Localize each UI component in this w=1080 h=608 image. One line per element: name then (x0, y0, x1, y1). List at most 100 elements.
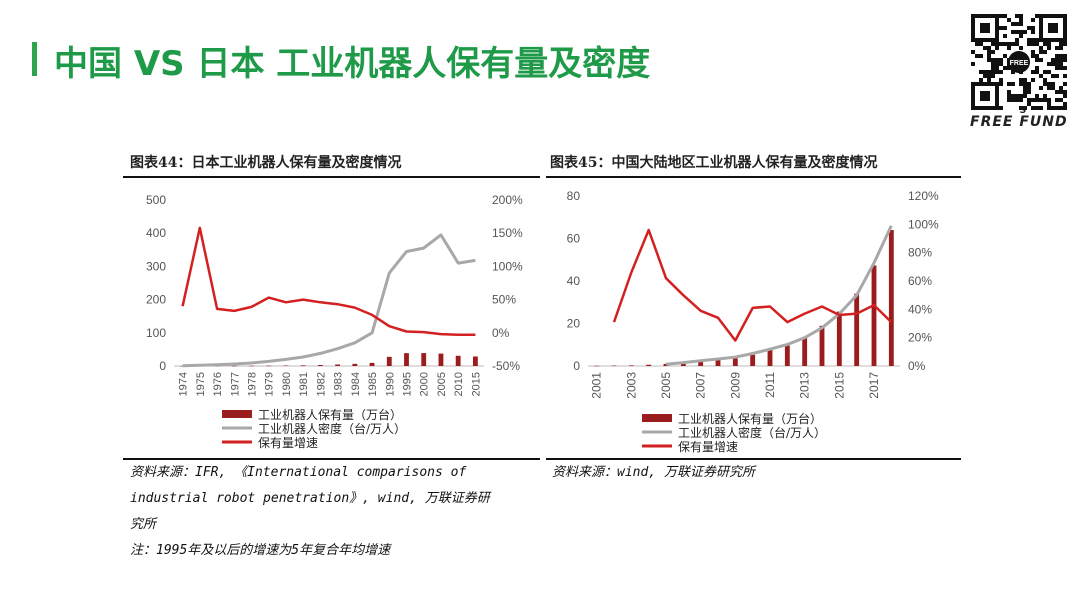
qr-module (987, 50, 991, 54)
qr-module (1035, 38, 1039, 42)
qr-module (971, 50, 975, 54)
qr-module (1027, 98, 1031, 102)
qr-module (995, 46, 999, 50)
legend-swatch-bar (642, 414, 672, 422)
qr-module (1015, 38, 1019, 42)
qr-module (1027, 82, 1031, 86)
qr-module (1059, 86, 1063, 90)
qr-module (987, 54, 991, 58)
qr-module (1027, 90, 1031, 94)
qr-module (999, 62, 1003, 66)
x-tick-label: 1976 (212, 372, 224, 396)
qr-module (1023, 106, 1027, 110)
bar (698, 361, 704, 366)
y-left-tick-label: 20 (567, 317, 581, 331)
qr-module (1055, 90, 1059, 94)
bar (854, 293, 860, 366)
x-tick-label: 2013 (798, 372, 812, 399)
qr-module (991, 66, 995, 70)
qr-module (1031, 54, 1035, 58)
qr-module (1047, 46, 1051, 50)
qr-code-icon: FREE (971, 14, 1067, 110)
legend-label: 保有量增速 (258, 436, 318, 450)
bar (404, 353, 409, 366)
qr-module (1023, 82, 1027, 86)
bar (283, 365, 289, 367)
x-tick-label: 1974 (178, 372, 190, 396)
bar (335, 364, 341, 366)
qr-module (1019, 78, 1023, 82)
qr-module (1015, 30, 1019, 34)
qr-module (1055, 74, 1059, 78)
qr-module (1019, 94, 1023, 98)
qr-module (1055, 66, 1059, 70)
bar (438, 353, 444, 366)
footnote: 注：1995年及以后的增速为5年复合年均增速 (130, 543, 391, 558)
bar (628, 365, 634, 366)
qr-module (1051, 86, 1055, 90)
x-tick-label: 2003 (624, 372, 638, 399)
qr-module (987, 74, 991, 78)
qr-module (991, 74, 995, 78)
qr-finder-core (1048, 23, 1058, 33)
qr-module (987, 46, 991, 50)
y-left-tick-label: 40 (567, 274, 581, 288)
bar (819, 325, 825, 366)
qr-module (1023, 86, 1027, 90)
qr-module (1055, 58, 1059, 62)
bar (249, 365, 254, 367)
title-accent-bar (32, 42, 37, 76)
qr-module (1003, 42, 1007, 46)
qr-module (1051, 62, 1055, 66)
qr-module (1027, 102, 1031, 106)
x-tick-label: 1983 (333, 372, 345, 396)
y-right-tick-label: 150% (492, 226, 523, 240)
figure-44-bottom-rule (123, 458, 540, 460)
qr-module (1039, 86, 1043, 90)
qr-module (1015, 94, 1019, 98)
x-tick-label: 2011 (763, 372, 777, 398)
qr-module (1063, 42, 1067, 46)
y-right-tick-label: 100% (492, 259, 523, 273)
figure-44-title: 图表44：日本工业机器人保有量及密度情况 (130, 155, 402, 171)
bar (611, 365, 617, 367)
qr-module (1027, 38, 1031, 42)
qr-module (1027, 42, 1031, 46)
x-tick-label: 1995 (402, 372, 414, 396)
bar (352, 363, 358, 366)
qr-module (1007, 42, 1011, 46)
qr-module (983, 46, 987, 50)
qr-module (1007, 18, 1011, 22)
qr-module (987, 70, 991, 74)
qr-module (1043, 70, 1047, 74)
x-tick-label: 2005 (659, 372, 673, 399)
bar (231, 365, 237, 367)
qr-module (1039, 58, 1043, 62)
japan-robot-chart: 0 100 200 300 400 500 -50% 0% 50% 100% 150% 200% 197… (146, 193, 523, 450)
y-right-tick-label: 50% (492, 293, 516, 307)
source-line: 资料来源：IFR, 《International comparisons of (130, 465, 467, 480)
qr-module (991, 42, 995, 46)
x-tick-label: 1978 (247, 372, 259, 396)
qr-module (1043, 50, 1047, 54)
qr-module (995, 42, 999, 46)
qr-logo-disc (1008, 51, 1030, 73)
qr-module (1047, 102, 1051, 106)
qr-module (1031, 50, 1035, 54)
qr-module (1007, 98, 1011, 102)
qr-module (1007, 94, 1011, 98)
qr-module (1011, 22, 1015, 26)
qr-module (1027, 26, 1031, 30)
qr-module (1031, 98, 1035, 102)
x-tick-label: 1980 (281, 372, 293, 396)
qr-module (1055, 62, 1059, 66)
qr-module (999, 106, 1003, 110)
qr-module (1019, 18, 1023, 22)
bar (455, 355, 461, 366)
qr-module (1039, 74, 1043, 78)
density-line (665, 225, 893, 366)
x-tick-label: 1975 (195, 372, 207, 396)
source-note-left: 资料来源：IFR, 《International comparisons of … (130, 460, 490, 564)
qr-module (1023, 90, 1027, 94)
x-tick-label: 1982 (315, 372, 327, 396)
